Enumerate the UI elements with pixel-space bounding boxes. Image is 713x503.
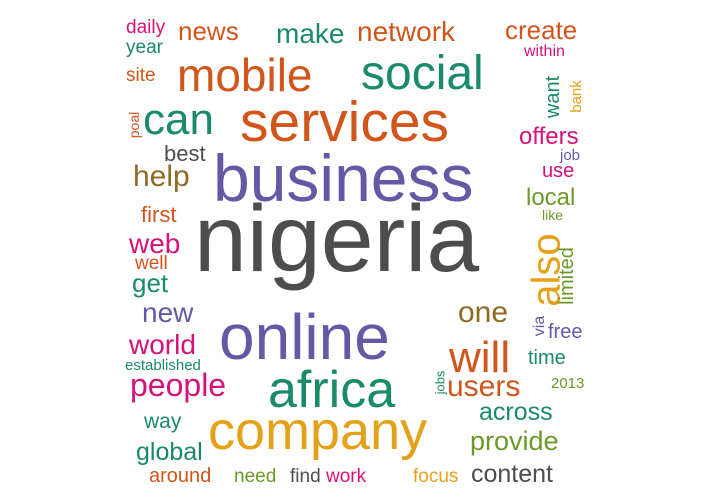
word-africa: africa — [268, 361, 396, 419]
word-one: one — [458, 296, 509, 329]
word-local: local — [526, 184, 576, 211]
word-via: via — [531, 315, 549, 337]
word-provide: provide — [470, 426, 559, 456]
word-limited: limited — [555, 247, 578, 305]
word-company: company — [208, 401, 428, 461]
word-content: content — [471, 460, 554, 488]
word-site: site — [126, 65, 156, 86]
word-like: like — [542, 207, 564, 223]
word-business: business — [213, 141, 474, 215]
word-new: new — [142, 297, 194, 328]
word-focus: focus — [413, 466, 459, 487]
word-around: around — [149, 465, 212, 487]
word-first: first — [141, 202, 177, 227]
word-can: can — [143, 95, 214, 144]
word-best: best — [164, 141, 206, 166]
word-across: across — [479, 398, 553, 426]
word-web: web — [129, 228, 181, 259]
word-daily: daily — [126, 17, 166, 38]
word-free: free — [548, 321, 583, 343]
word-bank: bank — [567, 80, 585, 113]
word-online: online — [219, 301, 390, 373]
word-mobile: mobile — [177, 49, 313, 101]
word-make: make — [276, 18, 345, 49]
word-work: work — [326, 466, 367, 487]
word-job: job — [560, 147, 581, 164]
word-jobs: jobs — [432, 370, 448, 395]
word-within: within — [524, 43, 565, 60]
word-create: create — [505, 15, 578, 45]
word-want: want — [542, 75, 565, 119]
word-offers: offers — [519, 123, 579, 150]
word-services: services — [240, 90, 450, 154]
word-year: year — [126, 37, 163, 58]
word-poal: poal — [126, 111, 143, 139]
word-people: people — [130, 367, 227, 403]
word-nigeria: nigeria — [194, 186, 480, 292]
word-get: get — [132, 268, 169, 298]
word-global: global — [136, 438, 203, 466]
word-will: will — [449, 333, 511, 382]
word-users: users — [447, 370, 521, 403]
word-time: time — [528, 347, 566, 369]
word-world: world — [129, 329, 196, 360]
word-network: network — [357, 16, 456, 47]
word-well: well — [135, 253, 168, 274]
word-help: help — [133, 160, 190, 193]
word-social: social — [361, 47, 484, 100]
word-need: need — [234, 466, 277, 487]
word-use: use — [542, 160, 575, 182]
word-way: way — [144, 410, 182, 433]
word-2013: 2013 — [551, 375, 585, 392]
word-established: established — [125, 357, 201, 374]
word-find: find — [290, 466, 321, 487]
word-news: news — [178, 16, 239, 46]
